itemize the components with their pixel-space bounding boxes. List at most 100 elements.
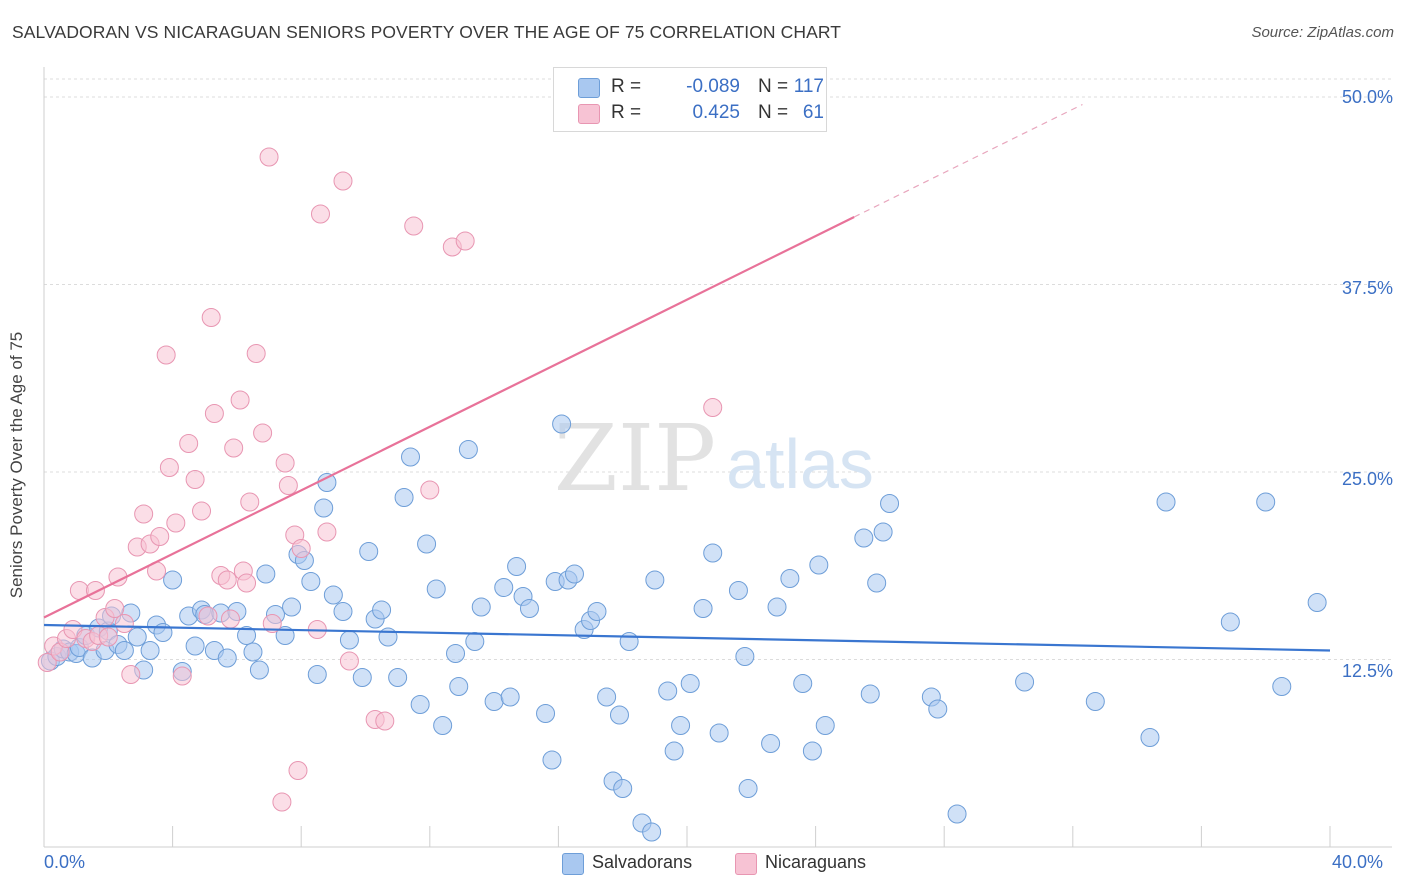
salvadoran-point <box>388 668 408 687</box>
salvadoran-point <box>127 627 147 647</box>
nicaraguan-point <box>275 453 295 473</box>
salvadoran-point <box>703 543 723 563</box>
y-tick-label: 25.0% <box>1341 469 1393 489</box>
nicaraguan-point <box>150 527 170 546</box>
salvadoran-point <box>552 414 572 434</box>
salvadoran-point <box>237 626 257 645</box>
legend-label: Salvadorans <box>592 852 693 872</box>
salvadoran-point <box>163 570 183 590</box>
salvadoran-point <box>401 447 421 467</box>
salvadoran-point <box>767 597 787 617</box>
salvadoran-point <box>709 723 729 743</box>
salvadoran-point <box>446 644 466 663</box>
salvadoran-point <box>449 677 469 696</box>
watermark-zip: ZIP <box>554 405 716 512</box>
salvadoran-point <box>307 665 327 684</box>
salvadoran-point <box>1015 672 1035 692</box>
nicaraguan-point <box>134 504 154 524</box>
salvadoran-point <box>802 741 822 761</box>
salvadoran-point <box>410 695 430 714</box>
salvadoran-point <box>542 750 562 770</box>
nicaraguan-point <box>98 627 118 647</box>
nicaraguan-point <box>224 438 244 458</box>
nicaraguan-point <box>172 666 192 686</box>
salvadoran-point <box>507 557 527 576</box>
nicaraguan-point <box>288 761 308 780</box>
nicaraguan-point <box>262 614 282 633</box>
nicaraguan-point <box>192 501 212 521</box>
salvadoran-point <box>780 569 800 588</box>
r-label: R = <box>611 76 642 97</box>
nicaraguan-point <box>121 665 141 684</box>
nicaraguan-point <box>198 606 218 626</box>
salvadoran-point <box>426 579 446 599</box>
salvadoran-point <box>693 599 713 618</box>
legend-label: Nicaraguans <box>765 852 867 872</box>
nicaraguan-point <box>339 651 359 671</box>
salvadoran-point <box>317 473 337 492</box>
salvadoran-point <box>587 602 607 621</box>
nicaraguans-swatch <box>578 104 600 124</box>
salvadoran-point <box>619 632 639 651</box>
salvadoran-point <box>728 581 748 600</box>
salvadoran-point <box>301 572 321 591</box>
nicaraguan-point <box>253 423 273 443</box>
salvadoran-point <box>809 555 829 575</box>
salvadoran-point <box>761 734 781 753</box>
salvadoran-point <box>645 570 665 590</box>
chart-title: SALVADORAN VS NICARAGUAN SENIORS POVERTY… <box>12 22 842 42</box>
salvadoran-point <box>1085 692 1105 711</box>
nicaraguan-point <box>237 573 257 593</box>
r-value: 0.425 <box>692 102 740 123</box>
salvadoran-point <box>417 534 437 554</box>
salvadoran-point <box>484 692 504 711</box>
salvadoran-point <box>339 630 359 650</box>
salvadoran-point <box>140 641 160 660</box>
nicaraguan-point <box>85 581 105 600</box>
nicaraguan-point <box>375 711 395 731</box>
salvadoran-point <box>928 699 948 719</box>
r-label: R = <box>611 102 642 123</box>
salvadoran-point <box>642 822 662 842</box>
salvadoran-point <box>372 600 392 620</box>
nicaraguan-point <box>272 792 292 812</box>
salvadoran-point <box>738 779 758 798</box>
y-tick-label: 50.0% <box>1341 87 1393 107</box>
salvadoran-point <box>564 564 584 584</box>
salvadoran-point <box>433 716 453 735</box>
salvadoran-point <box>323 585 343 605</box>
salvadoran-point <box>880 494 900 513</box>
nicaraguan-point <box>333 171 353 191</box>
y-tick-label: 37.5% <box>1341 278 1393 298</box>
salvadoran-point <box>680 674 700 693</box>
nicaraguan-trend-line <box>43 216 855 619</box>
nicaraguan-trend-extension <box>853 103 1083 218</box>
salvadoran-point <box>860 684 880 704</box>
salvadoran-point <box>352 668 372 687</box>
nicaraguan-point <box>166 513 186 533</box>
salvadoran-point <box>613 779 633 798</box>
salvadoran-point <box>1220 612 1240 632</box>
nicaraguan-point <box>201 308 221 327</box>
salvadoran-point <box>494 578 514 597</box>
salvadoran-point <box>1140 728 1160 747</box>
y-tick-label: 12.5% <box>1341 661 1393 681</box>
nicaraguan-point <box>159 458 179 477</box>
nicaraguan-point <box>37 653 57 672</box>
nicaraguan-point <box>156 345 176 365</box>
nicaraguan-point <box>230 390 250 410</box>
salvadoran-point <box>185 636 205 656</box>
y-axis-label: Seniors Poverty Over the Age of 75 <box>7 331 26 599</box>
watermark-atlas: atlas <box>726 425 874 503</box>
salvadoran-point <box>359 542 379 561</box>
salvadoran-point <box>275 626 295 645</box>
nicaraguan-point <box>420 480 440 500</box>
nicaraguan-point <box>105 599 125 618</box>
salvadorans-swatch <box>562 853 584 875</box>
nicaraguan-point <box>179 434 199 453</box>
salvadoran-point <box>465 632 485 651</box>
salvadorans-swatch <box>578 78 600 98</box>
salvadoran-point <box>333 602 353 621</box>
nicaraguan-point <box>404 216 424 236</box>
r-value: -0.089 <box>686 76 740 97</box>
